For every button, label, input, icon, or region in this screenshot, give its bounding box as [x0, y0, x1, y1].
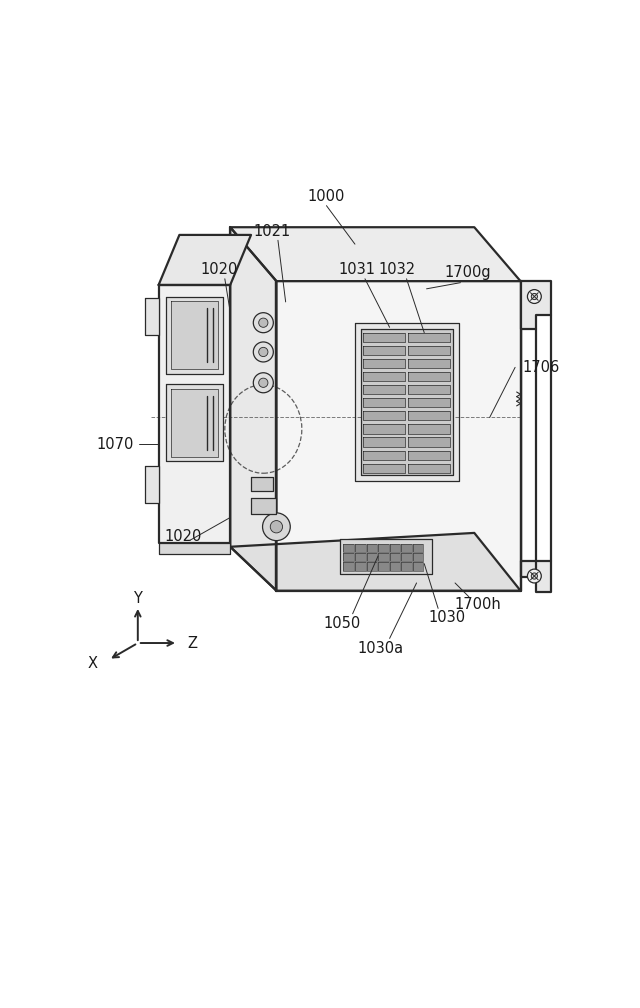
Polygon shape	[378, 553, 389, 561]
Polygon shape	[355, 543, 365, 552]
Circle shape	[270, 520, 283, 533]
Polygon shape	[355, 562, 365, 571]
Polygon shape	[361, 329, 452, 475]
Text: 1031: 1031	[339, 262, 376, 277]
Text: 1000: 1000	[308, 188, 345, 204]
Polygon shape	[159, 285, 230, 543]
Polygon shape	[145, 298, 159, 335]
Polygon shape	[413, 553, 424, 561]
Polygon shape	[390, 543, 401, 552]
Polygon shape	[401, 553, 412, 561]
Circle shape	[531, 573, 538, 580]
Polygon shape	[367, 543, 378, 552]
Polygon shape	[230, 227, 276, 591]
Polygon shape	[251, 477, 273, 491]
Polygon shape	[276, 281, 520, 591]
Polygon shape	[230, 227, 520, 281]
Circle shape	[262, 513, 291, 540]
Polygon shape	[230, 533, 520, 591]
Circle shape	[259, 319, 268, 328]
Circle shape	[259, 378, 268, 387]
Text: 1021: 1021	[254, 224, 291, 239]
Text: 1050: 1050	[323, 616, 360, 630]
Polygon shape	[344, 553, 354, 561]
Polygon shape	[408, 437, 451, 447]
Polygon shape	[413, 543, 424, 552]
Text: X: X	[88, 655, 98, 670]
Polygon shape	[520, 561, 551, 593]
Polygon shape	[378, 543, 389, 552]
Polygon shape	[378, 562, 389, 571]
Polygon shape	[355, 553, 365, 561]
Polygon shape	[401, 562, 412, 571]
Polygon shape	[408, 346, 451, 355]
Text: Z: Z	[187, 635, 197, 650]
Polygon shape	[364, 464, 405, 473]
Polygon shape	[408, 424, 451, 433]
Polygon shape	[364, 333, 405, 342]
Polygon shape	[340, 539, 432, 574]
Polygon shape	[364, 372, 405, 381]
Text: 1700g: 1700g	[445, 265, 492, 280]
Text: 1020: 1020	[200, 262, 237, 277]
Circle shape	[531, 293, 538, 299]
Polygon shape	[413, 562, 424, 571]
Circle shape	[253, 373, 273, 393]
Polygon shape	[364, 359, 405, 368]
Polygon shape	[166, 384, 223, 462]
Polygon shape	[364, 411, 405, 420]
Polygon shape	[408, 333, 451, 342]
Polygon shape	[408, 411, 451, 420]
Polygon shape	[364, 385, 405, 394]
Text: 1020: 1020	[164, 529, 202, 544]
Polygon shape	[171, 389, 218, 457]
Polygon shape	[171, 301, 218, 369]
Polygon shape	[367, 562, 378, 571]
Text: 1030: 1030	[429, 610, 466, 625]
Polygon shape	[159, 235, 251, 285]
Polygon shape	[401, 543, 412, 552]
Polygon shape	[344, 543, 354, 552]
Circle shape	[259, 348, 268, 357]
Text: 1700h: 1700h	[455, 597, 502, 612]
Polygon shape	[166, 296, 223, 374]
Text: 1032: 1032	[379, 262, 416, 277]
Polygon shape	[390, 562, 401, 571]
Polygon shape	[364, 424, 405, 433]
Text: Y: Y	[133, 591, 142, 606]
Polygon shape	[364, 437, 405, 447]
Polygon shape	[408, 451, 451, 460]
Polygon shape	[355, 323, 459, 482]
Polygon shape	[364, 451, 405, 460]
Polygon shape	[520, 281, 551, 329]
Text: 1706: 1706	[522, 360, 559, 375]
Polygon shape	[344, 562, 354, 571]
Polygon shape	[408, 385, 451, 394]
Circle shape	[253, 312, 273, 333]
Text: 1070: 1070	[97, 436, 134, 452]
Polygon shape	[408, 372, 451, 381]
Polygon shape	[251, 498, 276, 514]
Polygon shape	[408, 464, 451, 473]
Polygon shape	[390, 553, 401, 561]
Text: 1030a: 1030a	[357, 641, 403, 656]
Circle shape	[527, 289, 541, 303]
Polygon shape	[159, 543, 230, 553]
Circle shape	[253, 342, 273, 362]
Polygon shape	[364, 398, 405, 407]
Polygon shape	[408, 398, 451, 407]
Polygon shape	[145, 466, 159, 503]
Polygon shape	[408, 359, 451, 368]
Circle shape	[527, 570, 541, 583]
Polygon shape	[367, 553, 378, 561]
Polygon shape	[364, 346, 405, 355]
